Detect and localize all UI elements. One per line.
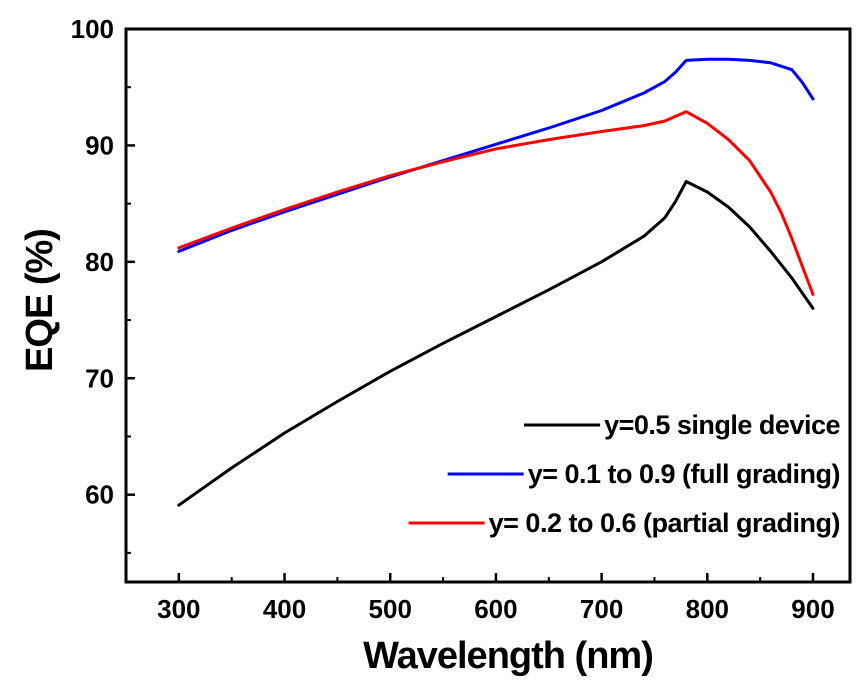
ticks-layer — [125, 27, 815, 582]
legend-label: y= 0.2 to 0.6 (partial grading) — [489, 508, 840, 538]
tick-labels-layer: 300 400 500 600 700 800 900 60 70 80 90 100 — [71, 14, 835, 624]
y-tick-label: 100 — [71, 14, 114, 44]
legend-label: y= 0.1 to 0.9 (full grading) — [528, 459, 840, 489]
plot-frame — [124, 27, 852, 584]
y-tick-label: 70 — [85, 363, 114, 393]
series-line-3 — [177, 110, 815, 296]
y-tick-label: 80 — [85, 247, 114, 277]
x-tick-label: 500 — [369, 594, 412, 624]
y-tick-label: 90 — [85, 130, 114, 160]
x-tick-label: 600 — [474, 594, 517, 624]
y-axis-title: EQE (%) — [19, 229, 61, 372]
legend: y=0.5 single device y= 0.1 to 0.9 (full g… — [408, 410, 841, 538]
series-line-2 — [177, 57, 815, 253]
series-line-1 — [177, 180, 815, 507]
x-tick-label: 900 — [791, 594, 834, 624]
x-tick-label: 400 — [263, 594, 306, 624]
x-tick-label: 800 — [686, 594, 729, 624]
y-tick-label: 60 — [85, 480, 114, 510]
legend-label: y=0.5 single device — [604, 410, 840, 440]
x-axis-title: Wavelength (nm) — [363, 635, 653, 677]
x-tick-label: 700 — [580, 594, 623, 624]
x-tick-label: 300 — [157, 594, 200, 624]
series-layer — [177, 57, 815, 507]
